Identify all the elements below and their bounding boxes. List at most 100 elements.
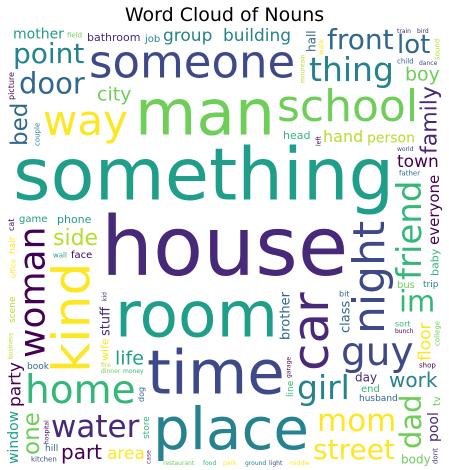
word-body: body — [401, 453, 431, 467]
word-water: water — [51, 409, 140, 445]
word-someone: someone — [89, 36, 295, 89]
word-building: building — [223, 26, 291, 46]
word-dont: dont — [431, 448, 439, 464]
word-office: office — [9, 259, 17, 278]
word-job: job — [144, 34, 160, 45]
word-father: father — [399, 170, 420, 178]
word-school: school — [277, 81, 418, 132]
word-face: face — [71, 250, 92, 261]
word-part: part — [61, 440, 102, 464]
word-work: work — [389, 368, 438, 392]
word-pool: pool — [426, 412, 442, 442]
word-hand: hand — [323, 127, 363, 146]
word-house: house — [101, 200, 348, 295]
word-left: left — [316, 136, 323, 146]
word-hair: hair — [8, 236, 18, 254]
word-way: way — [43, 96, 128, 145]
word-book: book — [27, 362, 50, 372]
word-point: point — [13, 37, 84, 70]
word-party: party — [5, 362, 25, 407]
word-fire: fire — [101, 362, 111, 369]
word-cat: cat — [7, 219, 16, 231]
word-head: head — [283, 129, 310, 142]
word-person: person — [367, 130, 415, 146]
word-food: food — [203, 460, 216, 467]
word-sort: sort — [395, 319, 411, 328]
word-life: life — [115, 347, 144, 369]
word-bird: bird — [417, 28, 429, 35]
word-store: store — [142, 416, 152, 439]
word-friend: friend — [390, 181, 430, 280]
word-trip: trip — [423, 280, 439, 290]
word-girl: girl — [297, 368, 350, 407]
word-sound: sound — [433, 39, 441, 60]
word-day: day — [355, 371, 377, 385]
word-man: man — [135, 76, 275, 149]
word-town: town — [397, 152, 439, 172]
word-im: im — [399, 285, 435, 319]
word-ground: ground — [245, 460, 266, 467]
word-hall: hall — [304, 30, 318, 52]
word-game: game — [19, 214, 47, 225]
word-woman: woman — [13, 227, 54, 358]
word-guy: guy — [341, 330, 414, 375]
word-bunch: bunch — [395, 328, 414, 335]
word-night: night — [344, 221, 395, 334]
word-money: money — [123, 368, 144, 375]
word-bus: bus — [397, 280, 415, 291]
word-front: front — [327, 23, 394, 56]
word-wall: wall — [53, 252, 67, 260]
word-group: group — [163, 26, 212, 46]
word-couple: couple — [33, 123, 41, 146]
word-bed: bed — [7, 103, 33, 146]
word-home: home — [25, 368, 136, 413]
word-class: class — [338, 301, 353, 333]
word-case: case — [146, 450, 153, 464]
word-area: area — [107, 444, 145, 464]
word-baby: baby — [429, 248, 442, 276]
word-garage: garage — [286, 357, 293, 378]
word-dance: dance — [419, 60, 438, 67]
word-kitchen: kitchen — [31, 456, 57, 464]
word-one: one — [19, 412, 45, 455]
chart-title: Word Cloud of Nouns — [124, 4, 325, 26]
word-restaurant: restaurant — [163, 460, 195, 467]
word-tv: tv — [432, 396, 443, 406]
word-floor: floor — [415, 322, 435, 361]
word-light: light — [269, 460, 283, 467]
word-everyone: everyone — [425, 175, 443, 245]
word-mom: mom — [317, 403, 396, 439]
word-child: child — [397, 58, 414, 66]
word-phone: phone — [57, 213, 92, 226]
word-hospital: hospital — [44, 420, 51, 444]
word-time: time — [147, 338, 285, 409]
word-college: college — [433, 321, 441, 346]
word-line: line — [286, 380, 296, 397]
word-street: street — [313, 433, 395, 466]
word-kid: kid — [102, 292, 109, 301]
word-city: city — [97, 83, 131, 105]
word-car: car — [282, 292, 340, 371]
word-field: field — [67, 32, 82, 40]
word-dad: dad — [394, 394, 428, 449]
word-middle: middle — [289, 460, 310, 467]
word-boy: boy — [405, 63, 440, 85]
word-hill: hill — [45, 444, 58, 454]
word-shop: shop — [419, 362, 436, 370]
word-park: park — [223, 460, 237, 467]
word-door: door — [19, 67, 85, 101]
word-walk: walk — [317, 38, 325, 55]
word-dinner: dinner — [101, 368, 121, 375]
word-bit: bit — [339, 289, 349, 298]
word-room: room — [115, 278, 278, 351]
word-kind: kind — [42, 262, 102, 373]
word-scene: scene — [8, 296, 18, 323]
word-brother: brother — [278, 291, 293, 340]
word-mountain: mountain — [300, 54, 307, 83]
word-something: something — [13, 133, 394, 217]
word-bathroom: bathroom — [87, 31, 140, 44]
word-family: family — [417, 86, 442, 154]
word-business: business — [8, 333, 15, 359]
